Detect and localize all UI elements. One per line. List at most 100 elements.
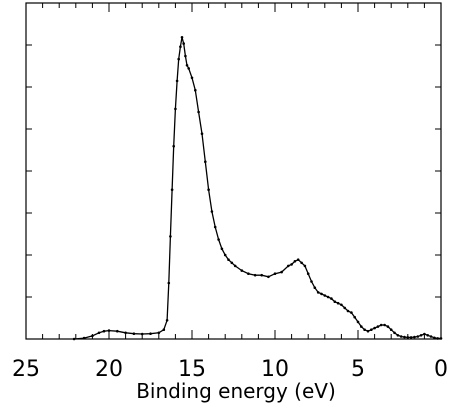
data-point bbox=[403, 335, 406, 339]
data-point bbox=[363, 328, 366, 332]
data-point bbox=[179, 45, 182, 48]
data-point bbox=[436, 337, 440, 340]
data-point bbox=[333, 300, 337, 304]
data-point bbox=[389, 328, 393, 332]
data-point bbox=[182, 42, 185, 45]
data-point bbox=[399, 335, 403, 338]
data-point bbox=[260, 273, 264, 277]
x-axis-title: Binding energy (eV) bbox=[136, 379, 336, 403]
data-point bbox=[185, 64, 189, 67]
data-point bbox=[340, 303, 343, 307]
data-point bbox=[426, 334, 430, 337]
data-point bbox=[343, 306, 347, 310]
x-axis-ticks bbox=[25, 3, 442, 339]
data-point bbox=[187, 67, 190, 70]
data-point bbox=[373, 326, 376, 330]
y-axis-ticks bbox=[26, 44, 441, 298]
data-point bbox=[72, 337, 76, 341]
data-point bbox=[124, 331, 127, 335]
data-point bbox=[177, 57, 180, 61]
data-point bbox=[406, 336, 410, 339]
data-point bbox=[423, 332, 426, 336]
x-tick-label: 20 bbox=[95, 357, 123, 382]
data-point bbox=[167, 281, 171, 285]
data-point bbox=[320, 292, 323, 296]
data-point bbox=[346, 309, 350, 313]
x-tick-label: 15 bbox=[178, 357, 206, 382]
data-point bbox=[180, 36, 184, 39]
data-point bbox=[190, 76, 194, 80]
data-point bbox=[353, 315, 357, 319]
data-point bbox=[290, 263, 293, 266]
data-point bbox=[323, 294, 327, 297]
data-point bbox=[376, 325, 380, 328]
data-point bbox=[200, 132, 204, 135]
data-point bbox=[82, 336, 86, 340]
data-point bbox=[233, 264, 237, 268]
data-point bbox=[247, 272, 250, 276]
data-point bbox=[429, 335, 433, 338]
data-point bbox=[419, 334, 423, 337]
data-point bbox=[433, 336, 436, 340]
data-point bbox=[204, 160, 207, 163]
data-point bbox=[439, 337, 443, 340]
data-point bbox=[174, 107, 177, 111]
data-point bbox=[409, 336, 413, 339]
data-point bbox=[172, 144, 175, 148]
spectrum-line bbox=[74, 37, 441, 340]
data-point bbox=[313, 286, 317, 290]
x-tick-label: 25 bbox=[12, 357, 40, 382]
data-point bbox=[220, 247, 224, 251]
data-point bbox=[310, 280, 313, 283]
x-axis-tick-labels: 25 20 15 10 5 0 bbox=[12, 357, 448, 382]
data-point bbox=[169, 235, 172, 238]
data-point bbox=[370, 328, 373, 332]
data-point bbox=[293, 260, 297, 263]
data-point bbox=[303, 264, 307, 268]
data-point bbox=[253, 273, 257, 277]
data-point bbox=[140, 332, 144, 336]
data-point bbox=[383, 323, 386, 327]
data-point bbox=[300, 261, 303, 265]
data-point bbox=[207, 188, 210, 191]
data-point bbox=[379, 323, 383, 327]
data-point bbox=[316, 291, 320, 294]
data-point bbox=[306, 272, 310, 276]
data-point bbox=[217, 238, 220, 241]
data-point bbox=[280, 270, 283, 274]
data-point bbox=[227, 258, 230, 262]
data-point bbox=[393, 331, 396, 335]
data-point bbox=[213, 225, 217, 229]
data-point bbox=[194, 88, 197, 92]
data-point bbox=[413, 335, 416, 339]
data-point bbox=[396, 334, 400, 337]
data-point bbox=[240, 269, 244, 272]
data-point bbox=[223, 253, 227, 257]
data-point bbox=[116, 329, 119, 333]
data-point bbox=[267, 275, 270, 279]
data-point bbox=[170, 188, 174, 191]
data-point bbox=[326, 295, 330, 299]
data-point bbox=[91, 334, 94, 338]
data-point bbox=[330, 297, 333, 300]
data-point bbox=[230, 261, 234, 265]
x-tick-label: 5 bbox=[351, 357, 365, 382]
data-point bbox=[197, 110, 200, 114]
data-point bbox=[102, 329, 106, 333]
data-point bbox=[175, 79, 179, 83]
plot-frame bbox=[25, 2, 442, 340]
data-point bbox=[184, 54, 187, 58]
data-point bbox=[336, 301, 340, 305]
data-point bbox=[416, 335, 420, 338]
data-point bbox=[273, 272, 277, 276]
data-point bbox=[97, 331, 101, 335]
data-point bbox=[107, 329, 111, 332]
data-point bbox=[386, 325, 390, 328]
data-point bbox=[157, 331, 161, 335]
data-point bbox=[162, 328, 166, 332]
data-point bbox=[149, 332, 152, 336]
data-point bbox=[165, 319, 169, 322]
data-point bbox=[350, 311, 353, 314]
data-point bbox=[360, 325, 363, 328]
